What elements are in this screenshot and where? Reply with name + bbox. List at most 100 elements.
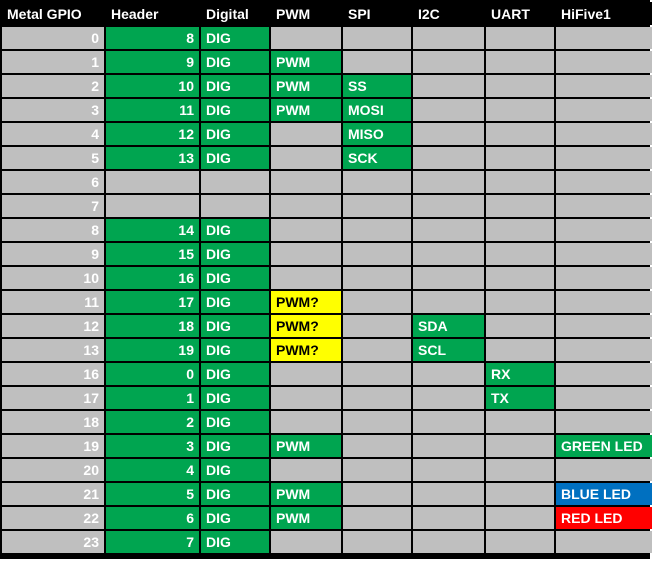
cell-pwm: PWM bbox=[271, 483, 341, 505]
cell-uart bbox=[486, 435, 554, 457]
cell-header: 18 bbox=[106, 315, 199, 337]
cell-hifive1 bbox=[556, 339, 652, 361]
cell-gpio: 23 bbox=[2, 531, 104, 553]
cell-hifive1 bbox=[556, 315, 652, 337]
cell-gpio: 0 bbox=[2, 27, 104, 49]
cell-uart bbox=[486, 219, 554, 241]
cell-pwm: PWM? bbox=[271, 339, 341, 361]
cell-i2c bbox=[413, 387, 484, 409]
table-row: 4 12 DIG MISO bbox=[2, 123, 652, 145]
cell-i2c bbox=[413, 27, 484, 49]
cell-spi bbox=[343, 219, 411, 241]
cell-i2c bbox=[413, 363, 484, 385]
cell-gpio: 5 bbox=[2, 147, 104, 169]
header-digital: Digital bbox=[201, 2, 269, 25]
cell-pwm bbox=[271, 243, 341, 265]
cell-digital: DIG bbox=[201, 387, 269, 409]
cell-header: 19 bbox=[106, 339, 199, 361]
cell-i2c bbox=[413, 171, 484, 193]
cell-gpio: 6 bbox=[2, 171, 104, 193]
cell-i2c bbox=[413, 123, 484, 145]
cell-header: 11 bbox=[106, 99, 199, 121]
cell-digital: DIG bbox=[201, 339, 269, 361]
cell-spi bbox=[343, 483, 411, 505]
cell-spi: SS bbox=[343, 75, 411, 97]
cell-gpio: 17 bbox=[2, 387, 104, 409]
cell-uart bbox=[486, 123, 554, 145]
cell-spi: MISO bbox=[343, 123, 411, 145]
cell-digital: DIG bbox=[201, 243, 269, 265]
cell-hifive1: RED LED bbox=[556, 507, 652, 529]
cell-spi bbox=[343, 339, 411, 361]
cell-i2c bbox=[413, 75, 484, 97]
header-spi: SPI bbox=[343, 2, 411, 25]
cell-header: 15 bbox=[106, 243, 199, 265]
cell-spi bbox=[343, 411, 411, 433]
cell-gpio: 4 bbox=[2, 123, 104, 145]
cell-uart bbox=[486, 483, 554, 505]
cell-i2c bbox=[413, 531, 484, 553]
cell-hifive1 bbox=[556, 411, 652, 433]
header-header: Header bbox=[106, 2, 199, 25]
cell-header: 8 bbox=[106, 27, 199, 49]
cell-hifive1 bbox=[556, 195, 652, 217]
cell-hifive1 bbox=[556, 291, 652, 313]
cell-hifive1 bbox=[556, 243, 652, 265]
cell-spi: SCK bbox=[343, 147, 411, 169]
cell-pwm bbox=[271, 219, 341, 241]
cell-hifive1 bbox=[556, 171, 652, 193]
cell-header: 1 bbox=[106, 387, 199, 409]
cell-spi bbox=[343, 171, 411, 193]
cell-header: 12 bbox=[106, 123, 199, 145]
table-row: 5 13 DIG SCK bbox=[2, 147, 652, 169]
cell-uart bbox=[486, 507, 554, 529]
cell-digital: DIG bbox=[201, 507, 269, 529]
cell-pwm bbox=[271, 27, 341, 49]
cell-digital: DIG bbox=[201, 435, 269, 457]
cell-hifive1 bbox=[556, 147, 652, 169]
cell-gpio: 22 bbox=[2, 507, 104, 529]
cell-i2c bbox=[413, 435, 484, 457]
cell-gpio: 19 bbox=[2, 435, 104, 457]
cell-digital: DIG bbox=[201, 483, 269, 505]
cell-gpio: 2 bbox=[2, 75, 104, 97]
cell-gpio: 10 bbox=[2, 267, 104, 289]
cell-uart bbox=[486, 99, 554, 121]
cell-uart bbox=[486, 51, 554, 73]
cell-gpio: 18 bbox=[2, 411, 104, 433]
table-row: 12 18 DIG PWM? SDA bbox=[2, 315, 652, 337]
cell-hifive1 bbox=[556, 531, 652, 553]
cell-spi bbox=[343, 507, 411, 529]
cell-pwm: PWM bbox=[271, 75, 341, 97]
table-row: 1 9 DIG PWM bbox=[2, 51, 652, 73]
table-row: 21 5 DIG PWM BLUE LED bbox=[2, 483, 652, 505]
cell-pwm: PWM bbox=[271, 99, 341, 121]
cell-gpio: 13 bbox=[2, 339, 104, 361]
cell-pwm bbox=[271, 387, 341, 409]
table-row: 0 8 DIG bbox=[2, 27, 652, 49]
cell-digital: DIG bbox=[201, 411, 269, 433]
cell-hifive1 bbox=[556, 123, 652, 145]
cell-gpio: 20 bbox=[2, 459, 104, 481]
cell-digital bbox=[201, 171, 269, 193]
header-i2c: I2C bbox=[413, 2, 484, 25]
cell-gpio: 21 bbox=[2, 483, 104, 505]
cell-gpio: 8 bbox=[2, 219, 104, 241]
cell-header: 9 bbox=[106, 51, 199, 73]
cell-digital: DIG bbox=[201, 99, 269, 121]
table-row: 13 19 DIG PWM? SCL bbox=[2, 339, 652, 361]
cell-i2c bbox=[413, 267, 484, 289]
cell-i2c bbox=[413, 291, 484, 313]
cell-uart bbox=[486, 291, 554, 313]
cell-i2c: SCL bbox=[413, 339, 484, 361]
cell-digital: DIG bbox=[201, 531, 269, 553]
cell-i2c bbox=[413, 507, 484, 529]
cell-pwm: PWM bbox=[271, 51, 341, 73]
header-row: Metal GPIO Header Digital PWM SPI I2C UA… bbox=[2, 2, 652, 25]
table-row: 11 17 DIG PWM? bbox=[2, 291, 652, 313]
cell-spi bbox=[343, 531, 411, 553]
cell-i2c bbox=[413, 51, 484, 73]
table-row: 9 15 DIG bbox=[2, 243, 652, 265]
cell-header: 4 bbox=[106, 459, 199, 481]
